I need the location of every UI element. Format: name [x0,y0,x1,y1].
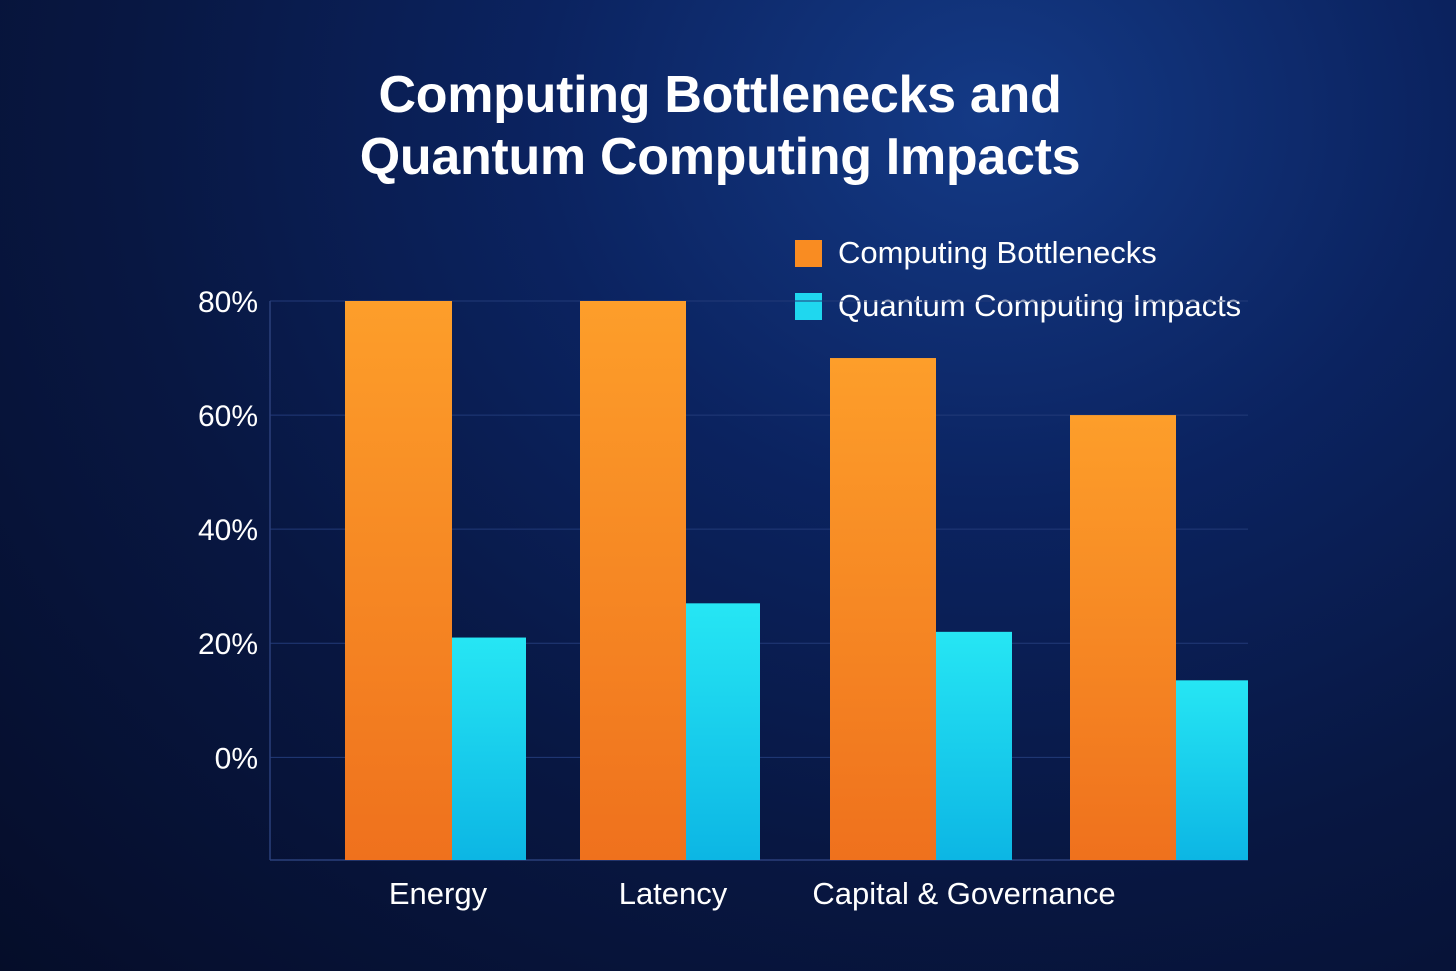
legend-item-quantum-computing-impacts: Quantum Computing Impacts [795,288,1241,324]
legend-label-computing-bottlenecks: Computing Bottlenecks [838,235,1157,270]
legend-label-quantum-computing-impacts: Quantum Computing Impacts [838,288,1242,323]
y-tick-label-80: 80% [198,286,258,319]
chart-title-line-1: Computing Bottlenecks and [378,66,1062,124]
bar-quantum-computing-impacts-latency [686,603,760,860]
bars [345,301,1248,860]
tick-labels: 0% 20% 40% 60% 80% Energy Latency Capital & Gov… [198,286,1116,911]
legend-swatch-computing-bottlenecks [795,239,822,267]
bar-computing-bottlenecks-capital-governance [830,358,936,860]
bar-computing-bottlenecks-energy [345,301,452,860]
bar-quantum-computing-impacts-energy [452,637,526,860]
x-tick-label-latency: Latency [619,876,728,911]
legend-swatch-quantum-computing-impacts [795,292,822,320]
chart-legend: Computing Bottlenecks Quantum Computing … [795,235,1241,341]
y-tick-label-20: 20% [198,628,258,661]
chart-title: Computing Bottlenecks and Quantum Comput… [250,64,1190,188]
chart-title-line-2: Quantum Computing Impacts [359,128,1081,186]
y-tick-label-40: 40% [198,514,258,547]
y-tick-label-60: 60% [198,400,258,433]
x-tick-label-energy: Energy [389,876,488,911]
bar-computing-bottlenecks-latency [580,301,686,860]
bar-quantum-computing-impacts-capital-governance [936,631,1012,860]
bar-computing-bottlenecks-blank-3 [1070,415,1176,860]
legend-item-computing-bottlenecks: Computing Bottlenecks [795,235,1241,271]
x-tick-label-capital-governance: Capital & Governance [812,876,1115,911]
bar-quantum-computing-impacts-blank-3 [1176,680,1248,860]
y-tick-label-0: 0% [215,742,258,775]
